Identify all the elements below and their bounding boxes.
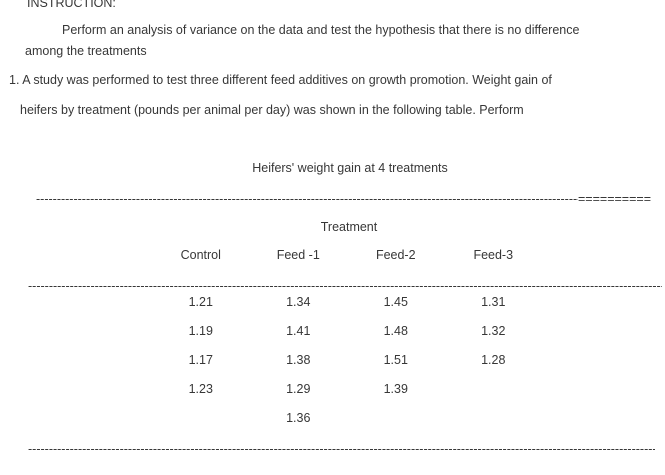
problem-statement-line-1: 1. A study was performed to test three d… [9,73,552,87]
table-cell [445,411,543,426]
table-cell: 1.32 [481,324,506,338]
table-cell: 1.17 [188,353,213,367]
table-cell: 1.45 [383,295,408,309]
intro-paragraph-line-1: Perform an analysis of variance on the d… [62,23,580,37]
equals-rule: ========== [578,192,651,206]
table-cell [445,382,543,397]
table-rule-bottom: ----------------------------------------… [28,442,655,457]
treatment-group-header: Treatment [320,220,378,234]
intro-paragraph-line-2: among the treatments [25,44,147,58]
table-row: 1.19 1.41 1.48 1.32 [152,324,542,339]
column-header-feed-1: Feed -1 [276,248,320,262]
problem-statement-line-2: heifers by treatment (pounds per animal … [20,103,524,117]
table-cell [347,411,445,426]
table-title: Heifers' weight gain at 4 treatments [252,161,448,175]
table-cell: 1.48 [383,324,408,338]
table-cell: 1.21 [188,295,213,309]
table-cell: 1.23 [188,382,213,396]
table-cell: 1.19 [188,324,213,338]
column-header-control: Control [180,248,221,262]
table-header-row: Control Feed -1 Feed-2 Feed-3 [152,248,542,263]
column-header-feed-2: Feed-2 [375,248,416,262]
table-row: 1.23 1.29 1.39 [152,382,542,397]
table-cell: 1.38 [286,353,311,367]
table-row: 1.17 1.38 1.51 1.28 [152,353,542,368]
table-row: 1.21 1.34 1.45 1.31 [152,295,542,310]
table-cell: 1.39 [383,382,408,396]
dashed-rule: ----------------------------------------… [28,279,662,293]
column-header-feed-3: Feed-3 [473,248,514,262]
dashed-rule: ----------------------------------------… [28,442,655,456]
table-cell: 1.31 [481,295,506,309]
table-cell [152,411,250,426]
table-cell: 1.29 [286,382,311,396]
table-rule-mid: ----------------------------------------… [28,279,662,294]
table-cell: 1.34 [286,295,311,309]
table-cell: 1.28 [481,353,506,367]
dashed-rule: ----------------------------------------… [36,192,578,206]
table-rule-top: ----------------------------------------… [36,192,651,207]
table-cell: 1.36 [286,411,311,425]
instruction-heading: INSTRUCTION: [27,0,116,10]
table-row: 1.36 [152,411,542,426]
table-cell: 1.51 [383,353,408,367]
table-cell: 1.41 [286,324,311,338]
